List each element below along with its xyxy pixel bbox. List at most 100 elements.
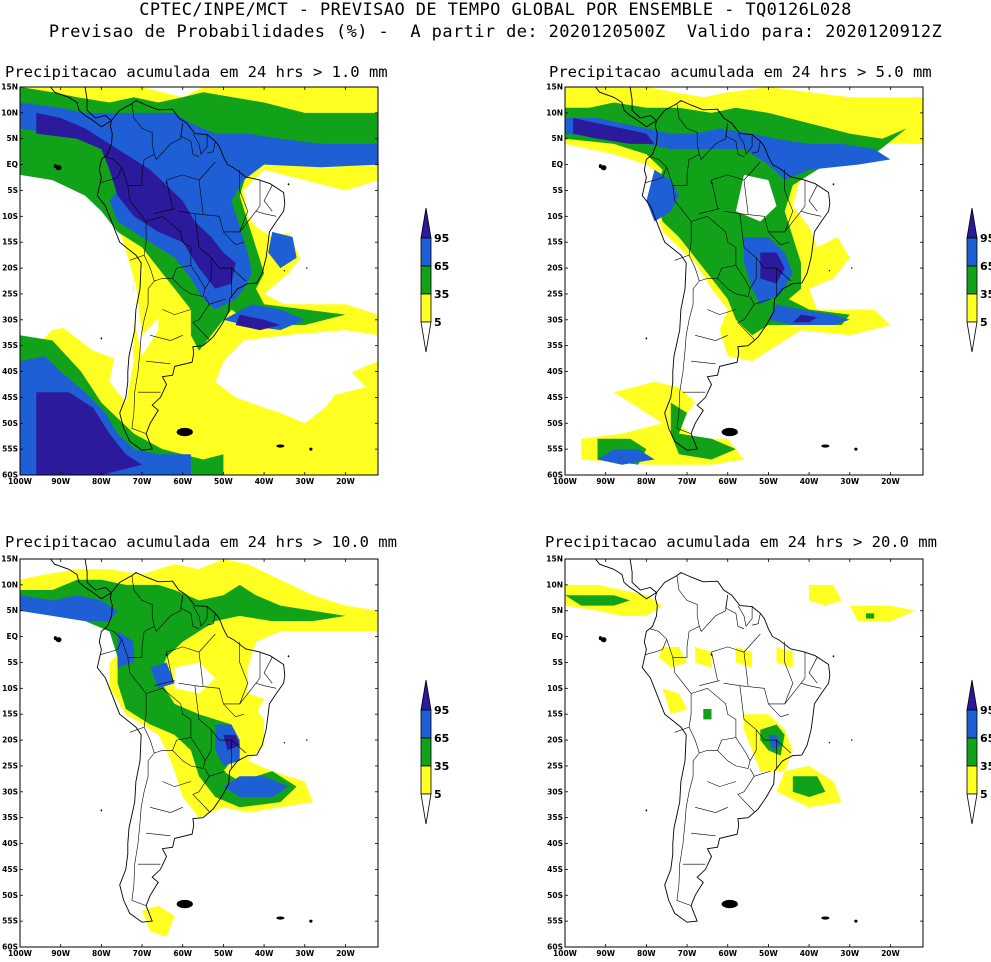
lat-label: 30S [547,787,563,796]
island [283,741,286,744]
map-panel-20mm: 15N 10N 5N EQ 5S 10S 15S 20S 25S 30S 35S 40S 45S 50S 5… [546,555,924,958]
probability-contour-65 [117,631,134,668]
colorbar-label: 65 [434,732,449,745]
colorbar-segment [966,737,978,767]
lat-label: 15N [546,83,563,92]
political-border [707,781,736,787]
lat-label: 35S [2,813,18,822]
political-border [725,595,745,630]
lon-label: 40W [255,477,274,486]
political-border [143,215,192,282]
lat-label: 15S [2,238,18,247]
lon-label: 40W [800,949,819,958]
lat-label: 60S [547,471,563,480]
lat-label: 10N [1,108,18,117]
lat-label: 45S [547,865,563,874]
lat-label: 5N [552,134,564,143]
colorbar-segment [966,765,978,795]
political-border [737,605,747,627]
lat-label: EQ [552,632,564,641]
lat-label: 50S [547,891,563,900]
lon-label: 90W [596,949,615,958]
probability-contour-35 [670,402,736,460]
political-border [192,296,210,340]
lon-label: 50W [759,477,778,486]
political-border [723,210,789,246]
lat-label: 50S [2,891,18,900]
island [851,267,853,269]
lon-label: 100W [8,477,33,486]
lon-label: 20W [881,949,900,958]
political-border [204,257,212,289]
political-border [711,161,761,209]
lon-label: 20W [881,477,900,486]
political-border [178,682,244,718]
colorbar-label: 35 [980,760,991,773]
colorbar-bottom-arrow [420,793,432,825]
probability-contour-65 [768,304,850,325]
political-border [127,123,183,261]
lat-label: 15N [1,555,18,564]
colorbar-label: 65 [980,732,991,745]
island [828,269,831,272]
probability-contour-65 [646,169,679,222]
probability-contour-5 [243,693,265,715]
lon-label: 60W [173,477,192,486]
political-border [204,729,212,761]
political-border [209,770,226,777]
probability-contour-35 [565,595,631,606]
lat-label: 35S [547,813,563,822]
probability-contour-65 [223,776,289,797]
probability-contour-5 [662,688,687,715]
lat-label: 60S [2,471,18,480]
political-border [743,652,749,686]
political-border [666,639,674,658]
probability-contour-blank [231,340,366,398]
panel-title-10mm: Precipitacao acumulada em 24 hrs > 10.0 … [5,533,397,551]
lat-label: 25S [2,289,18,298]
lon-label: 50W [214,949,233,958]
island [598,636,603,641]
political-border [808,185,818,212]
island [600,637,607,643]
political-border [739,685,792,754]
map-frame [19,86,379,476]
probability-contour-65 [268,231,297,269]
political-border [645,628,668,655]
political-border [695,807,728,813]
political-border [691,360,716,365]
political-border [239,641,249,705]
lat-label: 30S [547,315,563,324]
map-frame [564,558,924,948]
political-border [146,832,171,837]
lat-label: 55S [547,445,563,454]
lon-label: 20W [336,949,355,958]
lat-label: 15N [1,83,18,92]
political-border [100,156,123,183]
lon-label: 80W [637,949,656,958]
political-border [255,651,261,684]
political-border [200,606,208,627]
probability-contour-5 [735,646,753,668]
island [100,337,103,340]
political-border [121,167,129,186]
lat-label: 35S [547,341,563,350]
lon-label: 30W [840,477,859,486]
lat-label: 10N [546,108,563,117]
colorbar-segment [966,265,978,295]
island [55,165,62,171]
probability-contour-5 [695,646,712,668]
lat-label: EQ [7,160,19,169]
lat-label: 5N [7,134,19,143]
political-border [131,752,155,906]
map-background [565,559,923,947]
probability-contour-5 [142,905,175,937]
island [600,165,607,171]
political-border [784,169,794,233]
political-border [154,208,175,214]
colorbar-label: 95 [980,704,991,717]
colorbar-top-arrow [420,679,432,711]
panel-title-20mm: Precipitacao acumulada em 24 hrs > 20.0 … [545,533,937,551]
probability-contour-blank [735,174,777,222]
island [176,427,193,437]
